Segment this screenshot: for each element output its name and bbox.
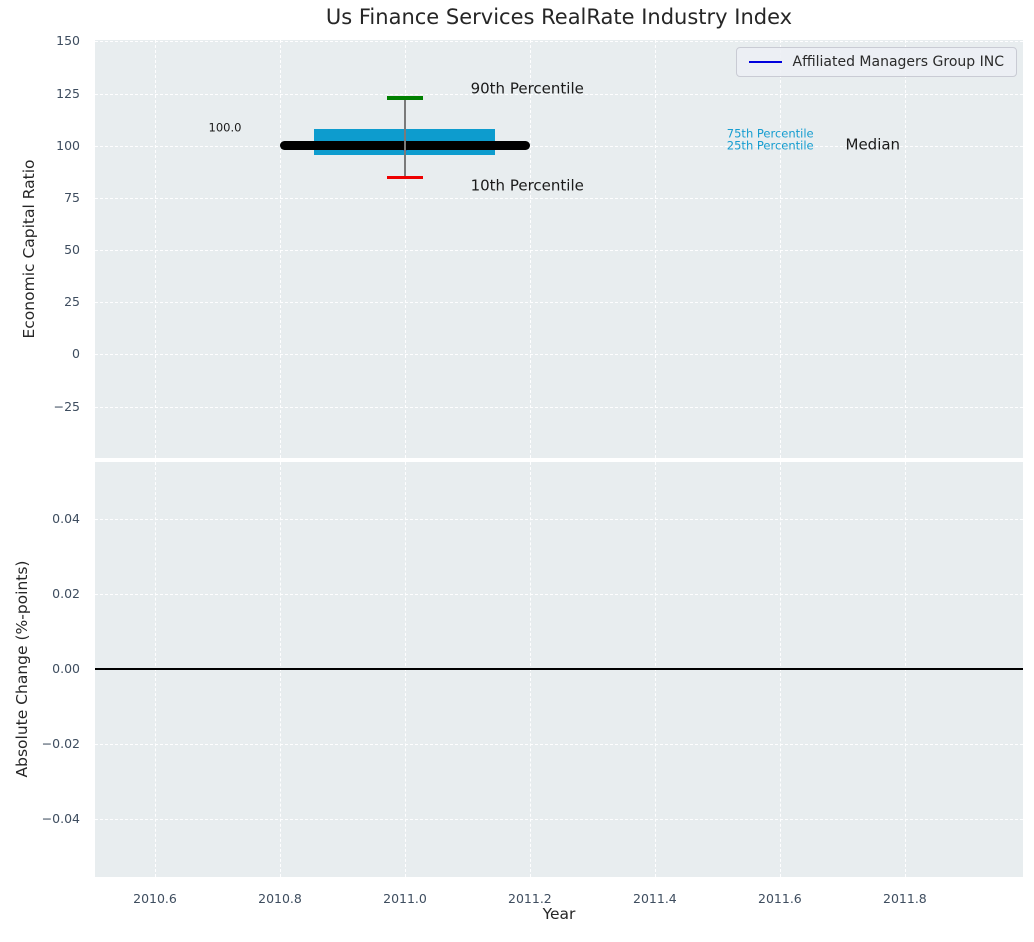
x-tick-label: 2011.0 — [383, 891, 427, 906]
x-gridline — [280, 40, 281, 458]
x-gridline — [779, 40, 781, 458]
y-gridline — [95, 197, 1023, 199]
y-tick-label: 125 — [56, 85, 80, 101]
x-tick-label: 2011.8 — [883, 891, 927, 906]
whisker-line — [404, 97, 406, 177]
y-tick-label: 0.02 — [52, 585, 80, 601]
chart-title: Us Finance Services RealRate Industry In… — [325, 5, 793, 29]
x-gridline — [529, 40, 531, 458]
legend: Affiliated Managers Group INC — [735, 47, 1017, 77]
bottom-axes-plot-area — [95, 462, 1023, 877]
p10-cap — [387, 175, 423, 179]
legend-line-swatch — [748, 60, 782, 64]
legend-label: Affiliated Managers Group INC — [792, 54, 1004, 70]
y-gridline — [95, 593, 1023, 595]
p90-cap — [387, 96, 423, 100]
y-gridline — [95, 354, 1023, 356]
y-gridline — [95, 743, 1023, 745]
x-tick-label: 2011.6 — [758, 891, 802, 906]
y-tick-label: 50 — [64, 242, 80, 258]
y-gridline — [95, 518, 1023, 520]
y-tick-label: 25 — [64, 294, 80, 310]
x-tick-label: 2010.8 — [258, 891, 302, 906]
x-tick-label: 2011.2 — [508, 891, 552, 906]
y-tick-label: −25 — [53, 398, 80, 414]
annotation-median: Median — [845, 135, 901, 154]
y-gridline — [95, 145, 1023, 147]
y-tick-label: −0.04 — [41, 810, 80, 826]
y-gridline — [95, 818, 1023, 820]
annotation-90th-percentile: 90th Percentile — [470, 79, 584, 98]
annotation-75th-percentile: 75th Percentile — [726, 126, 814, 141]
y-gridline — [95, 41, 1023, 43]
annotation-25th-percentile: 25th Percentile — [726, 138, 814, 153]
zero-line — [95, 667, 1023, 670]
y-gridline — [95, 302, 1023, 304]
x-gridline — [155, 40, 156, 458]
y-gridline — [95, 250, 1023, 252]
x-gridline — [904, 40, 906, 458]
annotation-10th-percentile: 10th Percentile — [470, 176, 584, 195]
x-tick-label: 2011.4 — [633, 891, 677, 906]
y-tick-label: 75 — [64, 189, 80, 205]
x-gridline — [654, 40, 656, 458]
y-tick-label: 150 — [56, 33, 80, 49]
x-tick-label: 2010.6 — [133, 891, 177, 906]
y-tick-label: −0.02 — [41, 735, 80, 751]
y-tick-label: 0.04 — [52, 510, 80, 526]
y-tick-label: 0 — [72, 346, 80, 362]
y-gridline — [95, 93, 1023, 95]
y-gridline — [95, 406, 1023, 408]
x-axis-label: Year — [542, 905, 576, 923]
top-axes-plot-area: Affiliated Managers Group INC — [95, 40, 1023, 458]
x-gridline — [405, 40, 406, 458]
annotation-median-value: 100.0 — [208, 120, 242, 135]
y-tick-label: 100 — [56, 137, 80, 153]
y-tick-label: 0.00 — [52, 660, 80, 676]
